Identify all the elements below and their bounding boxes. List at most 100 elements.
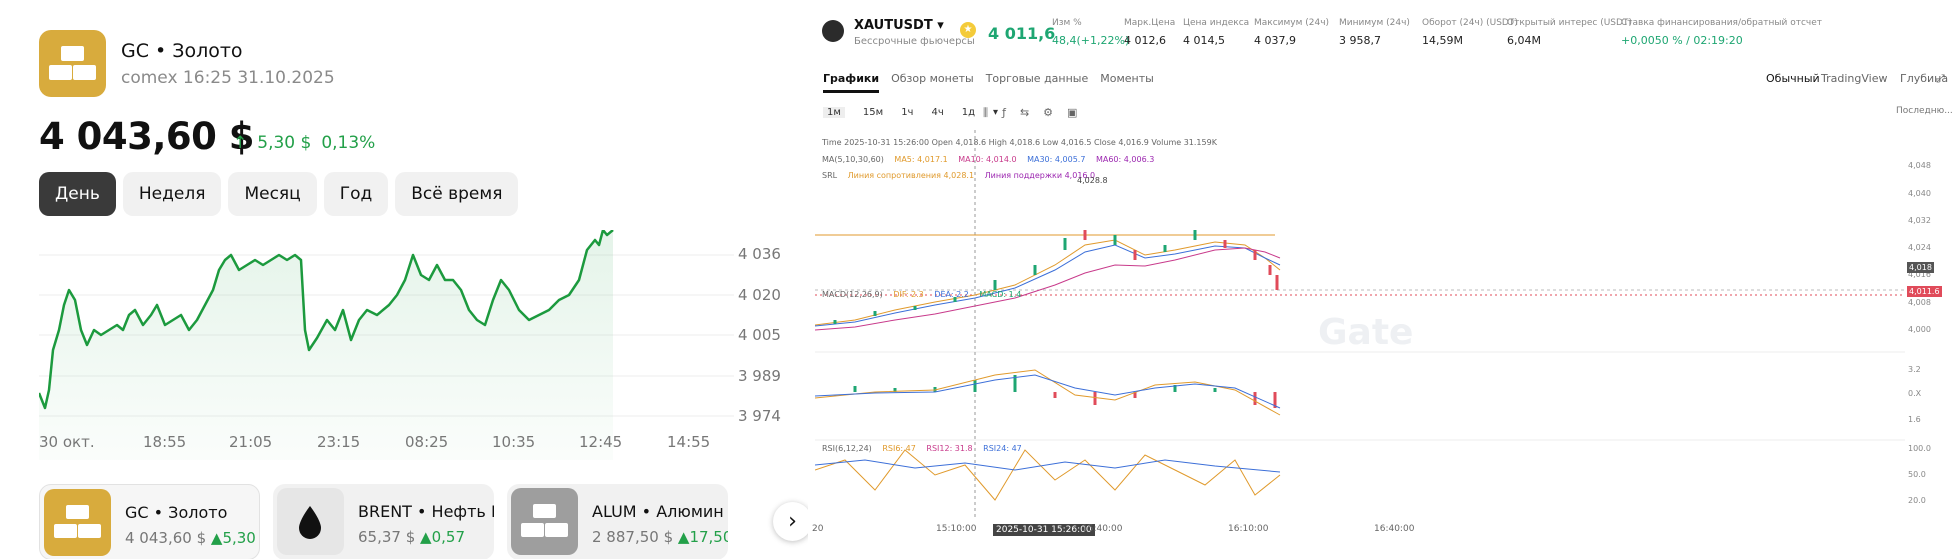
period-month-button[interactable]: Месяц <box>228 172 317 216</box>
rsi-axis-label: 100.0 <box>1908 444 1931 453</box>
stat-change: Изм % 48,4(+1,22%) <box>1052 18 1129 47</box>
price-chart[interactable] <box>39 230 759 460</box>
macd-value: MACD: 1.4 <box>979 290 1022 299</box>
ma30: MA30: 4,005.7 <box>1027 155 1086 164</box>
card-delta-value: 0,57 <box>431 528 465 546</box>
card-delta-value: 5,30 <box>222 529 256 547</box>
card-delta: ▲5,30 <box>210 529 256 547</box>
x-tick: 10:35 <box>492 433 536 451</box>
stat-value: 3 958,7 <box>1339 34 1381 47</box>
indicator-icon[interactable]: ƒ <box>1002 106 1006 119</box>
symbol-selector[interactable]: XAUTUSDT ▾ <box>854 18 944 33</box>
related-assets: GC • Золото 4 043,60 $ ▲5,30 BRENT • Неф… <box>39 484 728 559</box>
tab-trading-data[interactable]: Торговые данные <box>985 72 1089 85</box>
left-panel: GC • Золото comex 16:25 31.10.2025 4 043… <box>0 0 812 559</box>
y-tick: 3 989 <box>738 367 781 385</box>
period-week-button[interactable]: Неделя <box>122 172 222 216</box>
stat-high: Максимум (24ч) 4 037,9 <box>1254 18 1329 47</box>
rsi-axis-label: 20.0 <box>1908 496 1926 505</box>
stat-label: Цена индекса <box>1183 18 1250 28</box>
rsi-axis-label: 50.0 <box>1908 470 1926 479</box>
stat-label: Открытый интерес (USDT) <box>1507 18 1632 28</box>
timeframe-15m[interactable]: 15м <box>862 107 884 118</box>
peak-label: 4,028.8 <box>1077 176 1108 185</box>
rsi24: RSI24: 47 <box>983 444 1022 453</box>
rsi6: RSI6: 47 <box>882 444 916 453</box>
timeframe-1m[interactable]: 1м <box>823 107 845 118</box>
exchange-chart[interactable]: 4,028.8 <box>815 130 1905 520</box>
stat-low: Минимум (24ч) 3 958,7 <box>1339 18 1410 47</box>
price-axis-label: 4,040 <box>1908 189 1931 198</box>
favorite-star-icon[interactable]: ★ <box>960 22 976 38</box>
stat-label: Изм % <box>1052 18 1082 28</box>
timeframe-4h[interactable]: 4ч <box>931 107 944 118</box>
expand-icon[interactable]: ⤢ <box>1936 72 1945 85</box>
ma-legend: MA(5,10,30,60) MA5: 4,017.1 MA10: 4,014.… <box>822 155 1162 164</box>
timeframe-1h[interactable]: 1ч <box>901 107 914 118</box>
view-basic[interactable]: Обычный <box>1766 72 1820 85</box>
asset-card-brent[interactable]: BRENT • Нефть Brent 65,37 $ ▲0,57 <box>273 484 494 559</box>
crosshair-time-label: 2025-10-31 15:26:00 <box>993 524 1095 536</box>
chevron-down-icon[interactable]: ▾ <box>993 107 999 118</box>
settings-icon[interactable]: ⚙ <box>1043 106 1054 119</box>
card-delta-value: 17,50 <box>689 528 728 546</box>
card-price-value: 2 887,50 $ <box>592 528 674 546</box>
period-year-button[interactable]: Год <box>323 172 389 216</box>
timeframe-selector: 1м 15м 1ч 4ч 1д ▾ <box>823 107 998 118</box>
metal-bars-icon <box>511 488 578 555</box>
y-tick: 4 020 <box>738 286 781 304</box>
period-day-button[interactable]: День <box>39 172 116 216</box>
price-axis-label: 4,024 <box>1908 243 1931 252</box>
oil-drop-icon <box>277 488 344 555</box>
rsi12: RSI12: 31.8 <box>926 444 973 453</box>
screenshot-icon[interactable]: ▣ <box>1067 106 1078 119</box>
x-tick: 30 окт. <box>39 433 95 451</box>
macd-dif: DIF: 2.3 <box>893 290 924 299</box>
card-price: 2 887,50 $ ▲17,50 <box>592 528 728 546</box>
sr-legend: SRL Линия сопротивления 4,028.1 Линия по… <box>822 171 1103 180</box>
stat-value: 4 037,9 <box>1254 34 1296 47</box>
ma60: MA60: 4,006.3 <box>1095 155 1155 164</box>
compare-icon[interactable]: ⇆ <box>1019 106 1030 119</box>
gold-bars-icon <box>44 489 111 556</box>
current-price: 4 043,60 $ <box>39 115 255 158</box>
asset-subtitle: comex 16:25 31.10.2025 <box>121 68 335 88</box>
rsi-title: RSI(6,12,24) <box>822 444 872 453</box>
card-title: ALUM • Алюмин <box>592 502 724 521</box>
last-price-tag: 4,011.6 <box>1907 286 1942 297</box>
view-tradingview[interactable]: TradingView <box>1821 72 1888 85</box>
time-axis-label: 15:40:00 <box>1082 524 1123 534</box>
chart-tabs: Графики Обзор монеты Торговые данные Мом… <box>823 72 1154 93</box>
macd-axis-label: 1.6 <box>1908 415 1921 424</box>
view-depth[interactable]: Глубина <box>1900 72 1949 85</box>
tab-coin-overview[interactable]: Обзор монеты <box>891 72 974 85</box>
asset-card-gc[interactable]: GC • Золото 4 043,60 $ ▲5,30 <box>39 484 260 559</box>
ma-title: MA(5,10,30,60) <box>822 155 884 164</box>
price-axis-label: 4,048 <box>1908 161 1931 170</box>
stat-index: Цена индекса 4 014,5 <box>1183 18 1249 47</box>
tab-charts[interactable]: Графики <box>823 72 880 93</box>
macd-bars <box>853 375 1277 408</box>
x-tick: 12:45 <box>579 433 623 451</box>
stat-funding: Ставка финансирования/обратный отсчет +0,… <box>1621 18 1822 47</box>
card-title: GC • Золото <box>125 503 228 522</box>
ma5: MA5: 4,017.1 <box>894 155 948 164</box>
price-area <box>39 230 613 460</box>
layout-dropdown[interactable]: Последню... <box>1896 106 1953 116</box>
macd-legend: MACD(12,26,9) DIF: 2.3 DEA: 2.2 MACD: 1.… <box>822 290 1029 299</box>
timeframe-1d[interactable]: 1д <box>961 107 976 118</box>
y-tick: 3 974 <box>738 407 781 425</box>
asset-title: GC • Золото <box>121 40 243 62</box>
tab-moments[interactable]: Моменты <box>1100 72 1154 85</box>
stat-value: 4 012,6 <box>1124 34 1166 47</box>
candle-type-icon[interactable]: ⫼ <box>983 106 989 119</box>
stat-label: Оборот (24ч) (USDT) <box>1422 18 1518 28</box>
ma10: MA10: 4,014.0 <box>958 155 1017 164</box>
stat-label: Максимум (24ч) <box>1254 18 1330 28</box>
stat-label: Ставка финансирования/обратный отсчет <box>1621 18 1823 28</box>
time-axis-label: 16:40:00 <box>1374 524 1415 534</box>
asset-card-alum[interactable]: ALUM • Алюмин 2 887,50 $ ▲17,50 <box>507 484 728 559</box>
period-all-button[interactable]: Всё время <box>395 172 519 216</box>
change-absolute: 5,30 $ <box>257 133 312 153</box>
chevron-right-icon[interactable]: › <box>773 502 812 541</box>
